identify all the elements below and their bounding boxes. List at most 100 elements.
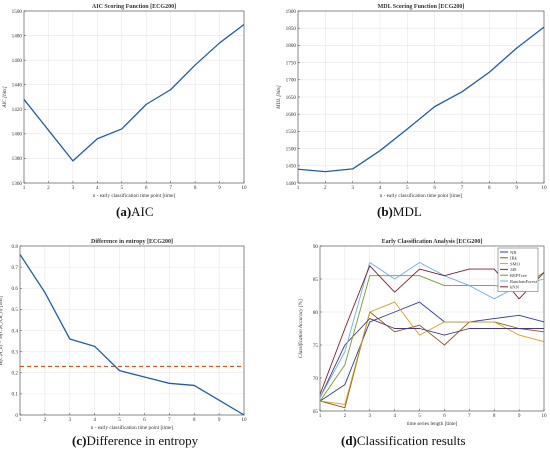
mdl-y-tick-label: 1400 [286, 181, 297, 187]
caption-c-text: Difference in entropy [86, 433, 199, 448]
aic-x-tick-label: 4 [96, 185, 99, 191]
caption-d: (d)Classification results [341, 433, 466, 449]
mdl-y-tick-label: 1850 [286, 26, 297, 32]
classification-legend-label: SMO [510, 261, 521, 266]
caption-b: (b)MDL [377, 204, 422, 220]
caption-a-letter: (a) [116, 204, 132, 219]
mdl-x-tick-label: 9 [515, 185, 518, 191]
entropy-x-tick-label: 9 [218, 417, 221, 423]
classification-series-line-randomforest [319, 262, 545, 399]
classification-x-axis-label: time series length [time] [407, 421, 458, 427]
aic-y-tick-label: 1380 [12, 156, 23, 162]
entropy-y-tick-label: 0.6 [12, 286, 19, 292]
mdl-x-tick-label: 5 [406, 185, 409, 191]
aic-x-tick-label: 7 [169, 185, 172, 191]
caption-c-letter: (c) [72, 433, 87, 448]
classification-legend-label: REPTree [510, 273, 527, 278]
classification-y-axis-label: Classification Accuracy [%] [297, 299, 304, 358]
mdl-x-tick-label: 1 [297, 185, 300, 191]
aic-x-tick-label: 5 [120, 185, 123, 191]
caption-d-letter: (d) [341, 433, 357, 448]
entropy-x-tick-label: 2 [44, 417, 47, 423]
classification-y-tick-label: 75 [313, 343, 319, 349]
entropy-x-tick-label: 10 [241, 417, 247, 423]
aic-x-axis-label: n - early classification time point [tim… [93, 192, 176, 199]
aic-y-tick-label: 1420 [12, 107, 23, 113]
mdl-axes-frame [297, 10, 545, 184]
classification-title: Early Classification Analysis [ECG200] [382, 239, 483, 245]
aic-x-tick-label: 9 [218, 185, 221, 191]
mdl-x-tick-label: 2 [324, 185, 327, 191]
aic-y-tick-label: 1480 [12, 33, 23, 39]
mdl-y-tick-label: 1450 [286, 164, 297, 170]
caption-b-text: MDL [392, 204, 422, 219]
panel-entropy: 1 2 3 4 5 6 7 8 9 10 0 0.1 0.2 0.3 0.4 0.5 0.6 0.7 0.8 Diff… [0, 239, 247, 431]
entropy-axes-frame [19, 245, 245, 416]
mdl-y-axis-label: MDL [bits] [276, 85, 282, 110]
classification-legend-label: IBk [510, 256, 518, 261]
entropy-y-tick-label: 0 [15, 413, 18, 419]
caption-b-letter: (b) [377, 204, 393, 219]
mdl-series-line [297, 26, 545, 173]
classification-x-tick-label: 10 [541, 413, 547, 419]
aic-x-tick-label: 10 [241, 185, 247, 191]
classification-x-tick-label: 6 [443, 413, 446, 419]
entropy-x-tick-label: 5 [118, 417, 121, 423]
aic-series-line [23, 23, 245, 162]
classification-y-tick-label: 90 [313, 244, 319, 250]
mdl-y-tick-label: 1900 [286, 9, 297, 15]
mdl-y-tick-label: 1500 [286, 146, 297, 152]
aic-y-tick-label: 1500 [12, 9, 23, 15]
mdl-x-tick-label: 3 [351, 185, 354, 191]
entropy-y-tick-label: 0.1 [12, 392, 19, 398]
panel-mdl: 1 2 3 4 5 6 7 8 9 10 1400 1450 1500 1550 1600 1650 1700 1… [276, 4, 547, 199]
classification-x-tick-label: 7 [468, 413, 471, 419]
classification-x-tick-label: 4 [393, 413, 396, 419]
classification-x-tick-label: 9 [518, 413, 521, 419]
entropy-y-tick-label: 0.8 [12, 244, 19, 250]
aic-x-tick-label: 8 [194, 185, 197, 191]
aic-y-tick-label: 1440 [12, 83, 23, 89]
entropy-x-tick-label: 4 [93, 417, 96, 423]
mdl-x-tick-label: 6 [433, 185, 436, 191]
entropy-x-tick-label: 7 [168, 417, 171, 423]
classification-x-tick-label: 1 [319, 413, 322, 419]
mdl-x-tick-label: 7 [461, 185, 464, 191]
mdl-y-tick-label: 1650 [286, 95, 297, 101]
aic-title: AIC Scoring Function [ECG200] [92, 4, 176, 10]
classification-legend-label: NB [510, 250, 516, 255]
caption-c: (c)Difference in entropy [72, 433, 198, 449]
classification-x-tick-label: 2 [344, 413, 347, 419]
mdl-x-tick-label: 10 [541, 185, 547, 191]
classification-y-tick-label: 85 [313, 277, 319, 283]
mdl-x-tick-label: 4 [379, 185, 382, 191]
classification-y-tick-label: 70 [313, 376, 319, 382]
mdl-y-tick-label: 1550 [286, 129, 297, 135]
mdl-y-tick-label: 1750 [286, 60, 297, 66]
classification-x-tick-label: 8 [493, 413, 496, 419]
classification-legend-label: J48 [510, 267, 517, 272]
classification-series-line-j48 [319, 318, 544, 398]
caption-a: (a)AIC [116, 204, 154, 220]
classification-y-tick-label: 80 [313, 310, 319, 316]
aic-x-tick-label: 3 [72, 185, 75, 191]
mdl-y-tick-label: 1600 [286, 112, 297, 118]
entropy-y-tick-label: 0.2 [12, 371, 19, 377]
aic-x-tick-label: 2 [47, 185, 50, 191]
classification-x-tick-label: 5 [418, 413, 421, 419]
aic-y-axis-label: AIC [bits] [2, 86, 8, 108]
mdl-y-tick-label: 1700 [286, 78, 297, 84]
aic-y-tick-label: 1360 [12, 181, 23, 187]
entropy-x-tick-label: 8 [193, 417, 196, 423]
entropy-x-axis-label: n - early classification time point [tim… [91, 424, 174, 431]
aic-y-tick-label: 1400 [12, 132, 23, 138]
entropy-y-axis-label: H(C|A_n) − H(C|A_n,R_n) [bits] [0, 296, 4, 366]
mdl-y-tick-label: 1800 [286, 43, 297, 49]
entropy-series-line [19, 254, 245, 416]
panel-aic: 1 2 3 4 5 6 7 8 9 10 1360 1380 1400 1420 1440 1460 1480 1… [2, 4, 247, 199]
entropy-y-tick-label: 0.3 [12, 349, 19, 355]
caption-a-text: AIC [131, 204, 154, 219]
aic-x-tick-label: 6 [145, 185, 148, 191]
